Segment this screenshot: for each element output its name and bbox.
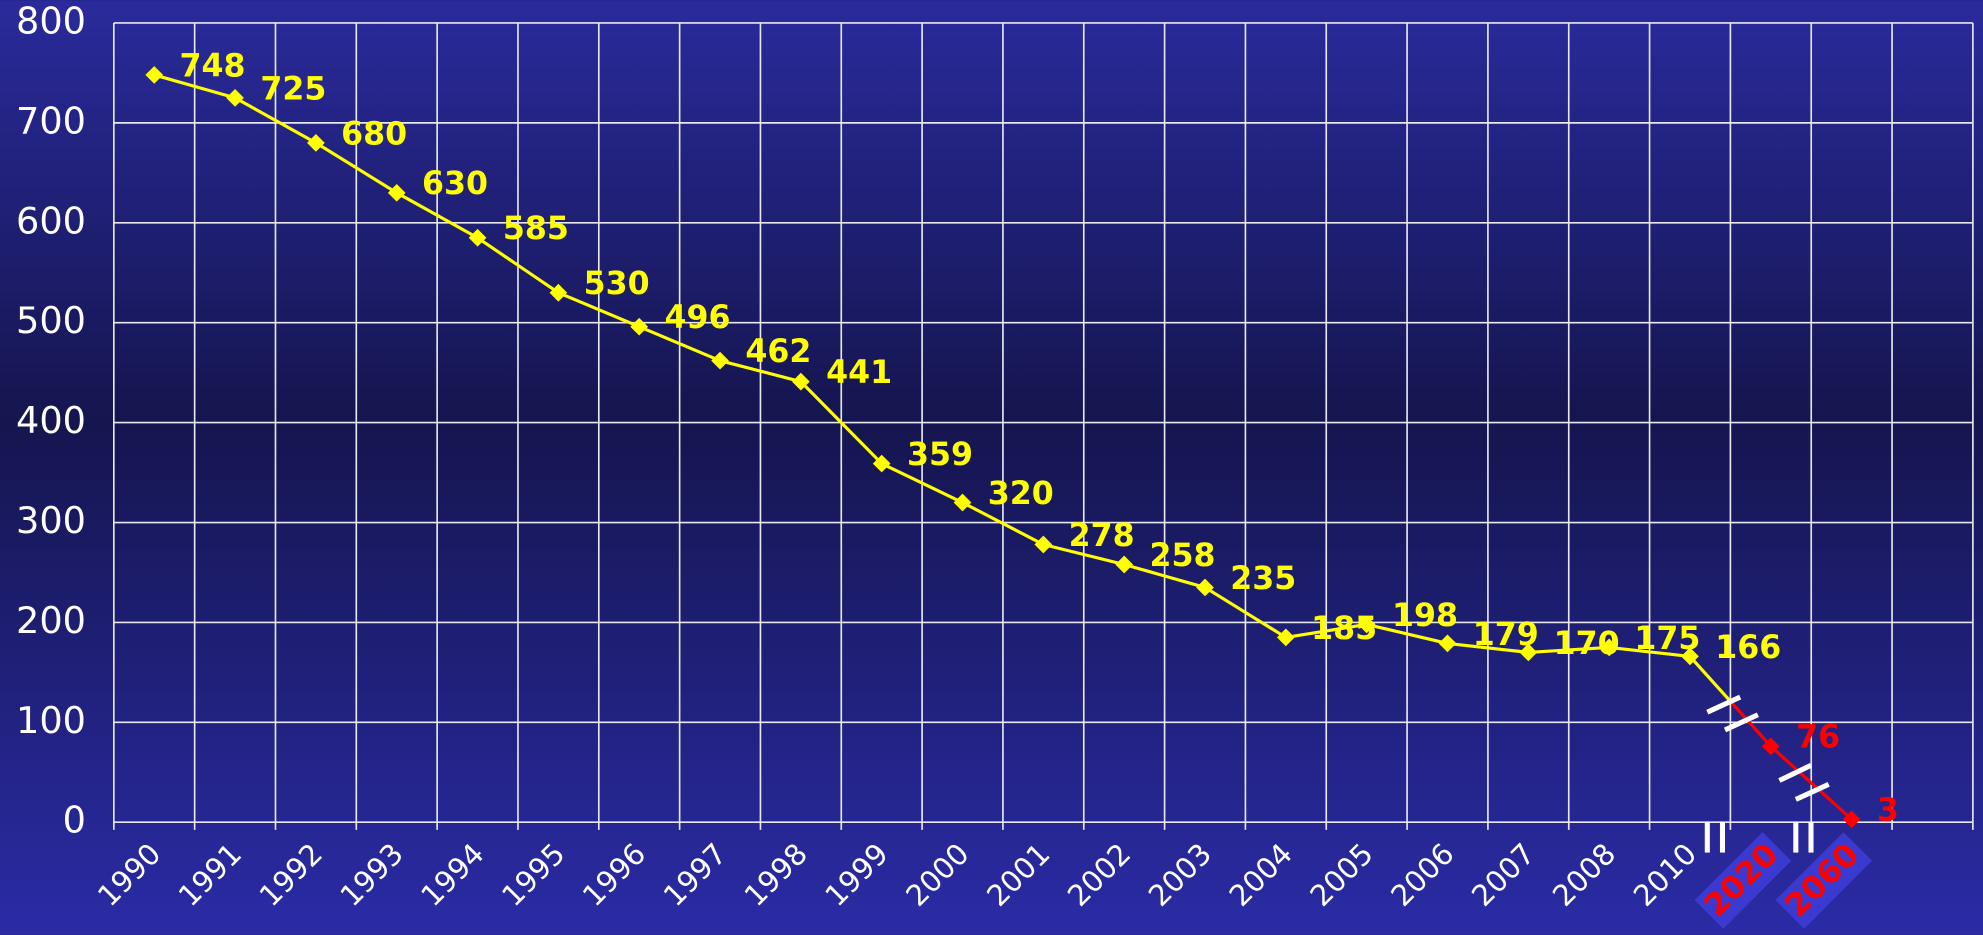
y-tick-label: 200 (16, 599, 86, 642)
x-tick-highlight (1694, 832, 1792, 929)
line-segment (881, 462, 923, 485)
data-label: 496 (665, 300, 731, 336)
data-label: 166 (1715, 630, 1781, 666)
point-marker (1196, 578, 1214, 597)
break-mark (1706, 694, 1742, 715)
point-marker (1115, 555, 1134, 574)
point-marker (1276, 628, 1295, 647)
point-marker (1600, 638, 1619, 657)
line-segment (679, 342, 721, 363)
point-marker (1519, 643, 1538, 662)
data-label: 725 (260, 71, 326, 107)
y-tick-label: 700 (16, 99, 86, 142)
data-label: 76 (1796, 720, 1840, 756)
data-label: 441 (826, 355, 892, 391)
line-segment (234, 96, 277, 122)
data-label: 680 (341, 116, 407, 152)
y-tick-label: 500 (16, 299, 86, 342)
data-label: 462 (745, 334, 811, 370)
point-marker (226, 89, 244, 107)
line-segment (436, 213, 479, 240)
y-tick-label: 0 (63, 799, 86, 842)
line-segment (598, 308, 640, 329)
y-tick-label: 100 (16, 699, 86, 742)
line-segment (1204, 586, 1247, 614)
data-label: 278 (1069, 518, 1135, 554)
line-segment (315, 141, 358, 170)
line-segment (1244, 611, 1287, 639)
y-tick-label: 600 (16, 199, 86, 242)
data-label: 585 (503, 211, 569, 247)
point-marker (630, 317, 649, 336)
y-tick-label: 300 (16, 499, 86, 542)
line-segment (274, 118, 317, 145)
y-tick-label: 800 (16, 0, 86, 42)
line-segment (961, 501, 1004, 525)
break-mark (1794, 782, 1830, 802)
data-label: 748 (180, 48, 246, 84)
data-label: 235 (1230, 561, 1296, 597)
x-tick-highlight (1775, 832, 1873, 929)
point-marker (1357, 615, 1376, 634)
line-segment (1002, 522, 1045, 546)
data-label: 530 (584, 266, 650, 302)
axis-break-marks (1704, 694, 1830, 853)
line-segment (840, 421, 883, 465)
line-segment (395, 191, 438, 217)
point-marker (387, 183, 406, 202)
point-marker (1681, 647, 1699, 666)
point-marker (711, 351, 729, 370)
data-label: 630 (422, 166, 488, 202)
line-segment (638, 325, 681, 346)
line-segment (1688, 655, 1732, 703)
point-marker (1842, 810, 1861, 829)
point-marker (953, 493, 972, 512)
data-label: 258 (1149, 538, 1215, 574)
line-segment (476, 236, 519, 267)
data-label: 3 (1877, 793, 1899, 829)
line-segment (1769, 745, 1813, 784)
line-segment (799, 380, 843, 424)
point-marker (145, 66, 164, 84)
line-segment (921, 481, 964, 504)
data-label: 198 (1392, 598, 1458, 634)
point-marker (792, 372, 810, 391)
data-label: 320 (988, 476, 1054, 512)
line-segment (1729, 700, 1772, 748)
point-marker (1438, 634, 1457, 653)
line-segment (557, 291, 600, 312)
y-tick-label: 400 (16, 399, 86, 442)
break-mark (1723, 712, 1759, 733)
break-mark (1778, 763, 1813, 783)
line-segment (517, 263, 560, 295)
line-segment (355, 166, 398, 195)
point-marker (1761, 737, 1780, 756)
data-label: 359 (907, 437, 973, 473)
point-marker (872, 454, 891, 473)
